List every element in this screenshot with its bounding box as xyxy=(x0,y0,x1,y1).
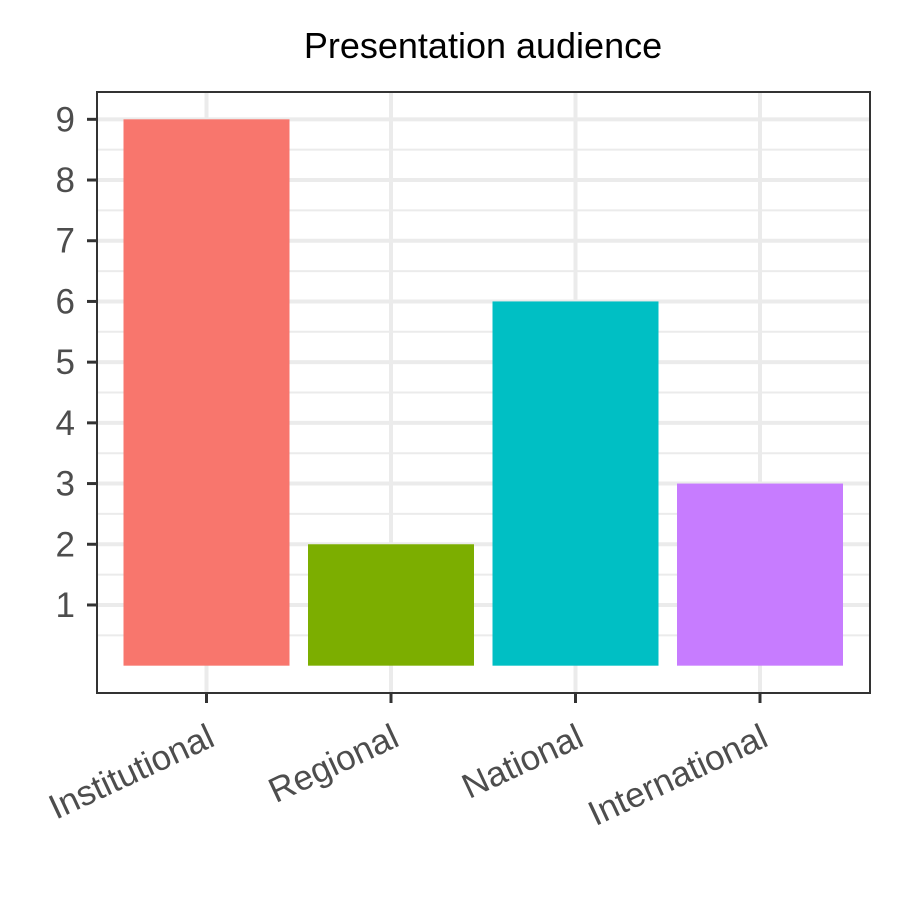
y-tick-label: 7 xyxy=(56,222,75,261)
bar-regional xyxy=(308,544,474,666)
y-tick-label: 6 xyxy=(56,282,75,321)
y-tick-label: 2 xyxy=(56,525,75,564)
y-tick-label: 4 xyxy=(56,404,75,443)
y-tick-label: 8 xyxy=(56,161,75,200)
panel-border xyxy=(96,91,871,694)
bar-national xyxy=(492,301,659,666)
x-tick-label: Regional xyxy=(263,717,405,811)
y-tick-label: 9 xyxy=(56,100,75,139)
x-tick-label: Institutional xyxy=(43,717,220,827)
x-axis: Institutional Regional NationalInternation… xyxy=(43,693,773,834)
y-tick-label: 3 xyxy=(56,465,75,504)
x-tick-label: National xyxy=(456,717,589,807)
x-tick-label: International xyxy=(582,717,773,834)
y-axis: 1 2 3 4 5 6 7 8 9 xyxy=(56,100,97,625)
y-tick-label: 5 xyxy=(56,343,75,382)
bar-institutional xyxy=(123,119,290,666)
bar-international xyxy=(677,483,843,666)
y-tick-label: 1 xyxy=(56,586,75,625)
bars xyxy=(123,119,843,666)
chart-title: Presentation audience xyxy=(304,25,662,66)
